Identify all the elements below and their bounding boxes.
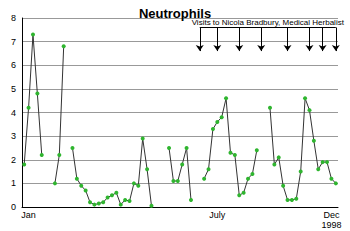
svg-text:July: July [209, 210, 226, 220]
svg-text:2: 2 [11, 155, 16, 165]
svg-text:1998: 1998 [321, 220, 341, 230]
svg-text:8: 8 [11, 13, 16, 23]
svg-text:1: 1 [11, 178, 16, 188]
svg-text:0: 0 [11, 202, 16, 212]
svg-text:3: 3 [11, 131, 16, 141]
svg-text:Jan: Jan [21, 210, 36, 220]
svg-text:4: 4 [11, 108, 16, 118]
svg-text:7: 7 [11, 37, 16, 47]
svg-text:Visits to Nicola Bradbury, Med: Visits to Nicola Bradbury, Medical Herba… [192, 18, 345, 27]
svg-text:Neutrophils: Neutrophils [139, 6, 211, 21]
svg-text:6: 6 [11, 60, 16, 70]
svg-text:5: 5 [11, 84, 16, 94]
svg-text:Dec: Dec [323, 210, 340, 220]
